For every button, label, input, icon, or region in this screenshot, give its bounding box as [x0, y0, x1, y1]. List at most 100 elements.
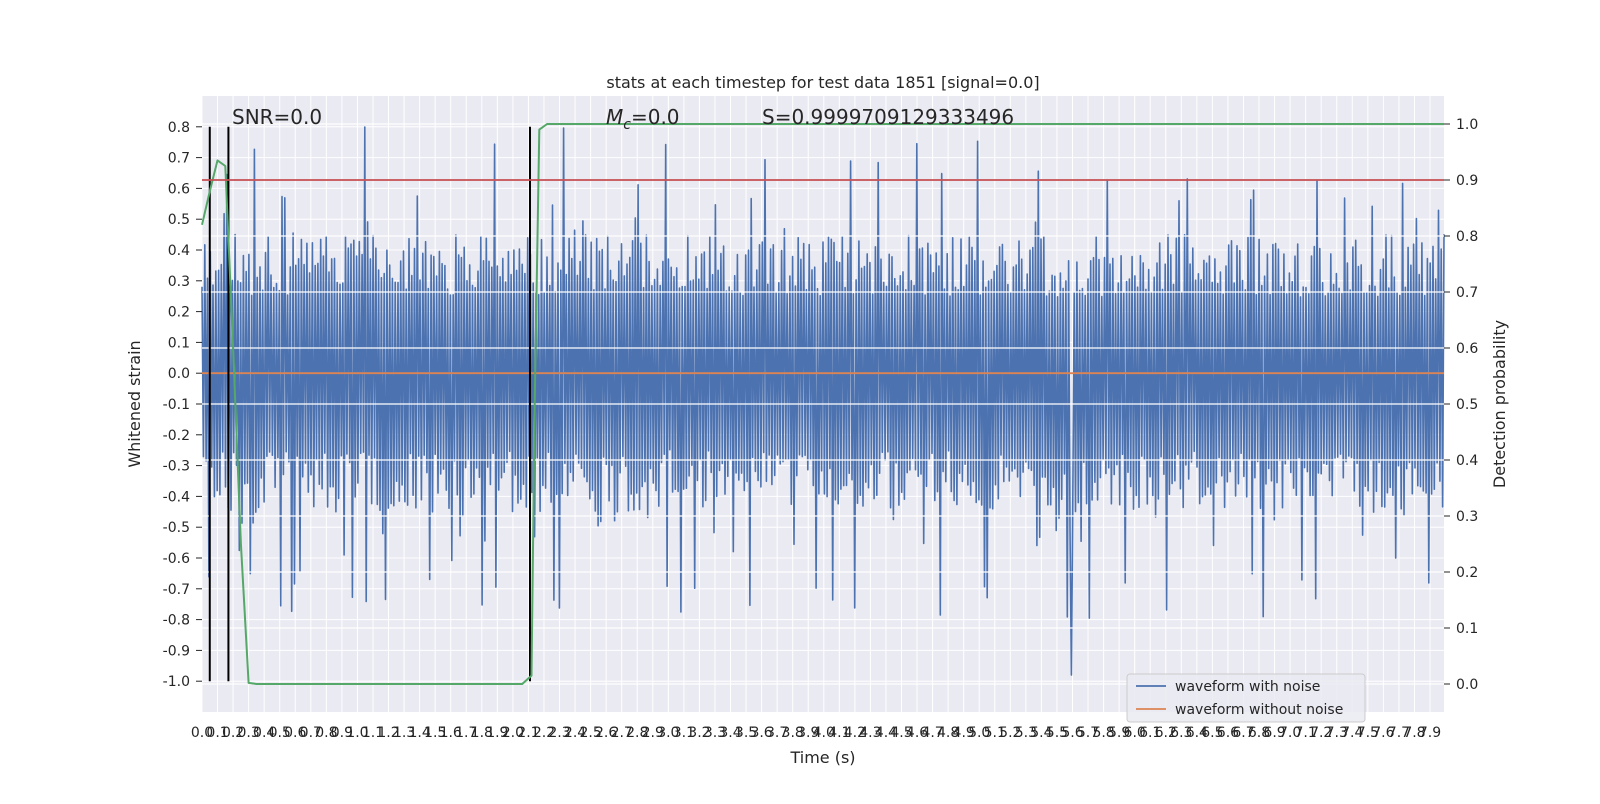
x-tick-label-41: 4.1	[828, 725, 850, 741]
y-right-tick-label-1: 0.9	[1456, 173, 1478, 189]
y-right-tick-label-9: 0.1	[1456, 621, 1478, 637]
x-tick-label-75: 7.5	[1357, 725, 1379, 741]
x-tick-label-39: 3.9	[797, 725, 819, 741]
x-tick-label-5: 0.5	[269, 725, 291, 741]
chart-title: stats at each timestep for test data 185…	[606, 73, 1039, 92]
x-tick-label-78: 7.8	[1403, 725, 1425, 741]
legend: waveform with noise waveform without noi…	[1126, 673, 1366, 723]
x-tick-label-37: 3.7	[766, 725, 788, 741]
x-tick-label-36: 3.6	[750, 725, 772, 741]
y-left-tick-label-3: 0.5	[168, 212, 190, 228]
x-tick-label-23: 2.3	[548, 725, 570, 741]
x-tick-label-49: 4.9	[953, 725, 975, 741]
x-tick-label-17: 1.7	[455, 725, 477, 741]
x-tick-label-32: 3.2	[688, 725, 710, 741]
x-tick-label-57: 5.7	[1077, 725, 1099, 741]
x-tick-label-74: 7.4	[1341, 725, 1363, 741]
x-tick-label-6: 0.6	[284, 725, 306, 741]
x-tick-label-52: 5.2	[999, 725, 1021, 741]
x-tick-label-20: 2.0	[502, 725, 524, 741]
y-axis-right-label: Detection probability	[1490, 320, 1509, 488]
x-tick-label-47: 4.7	[921, 725, 943, 741]
x-tick-label-22: 2.2	[533, 725, 555, 741]
x-tick-label-73: 7.3	[1326, 725, 1348, 741]
x-tick-label-68: 6.8	[1248, 725, 1270, 741]
x-axis-label: Time (s)	[789, 748, 855, 767]
y-axis-left-label: Whitened strain	[125, 340, 144, 467]
y-left-tick-label-18: -1.0	[163, 674, 190, 690]
x-tick-label-10: 1.0	[346, 725, 368, 741]
x-tick-label-7: 0.7	[300, 725, 322, 741]
x-tick-label-29: 2.9	[642, 725, 664, 741]
y-left-tick-label-11: -0.3	[163, 459, 190, 475]
y-right-tick-label-3: 0.7	[1456, 285, 1478, 301]
x-tick-label-67: 6.7	[1232, 725, 1254, 741]
x-tick-label-2: 0.2	[222, 725, 244, 741]
x-tick-label-58: 5.8	[1092, 725, 1114, 741]
x-tick-label-66: 6.6	[1217, 725, 1239, 741]
x-tick-label-55: 5.5	[1046, 725, 1068, 741]
x-tick-label-3: 0.3	[238, 725, 260, 741]
x-tick-label-35: 3.5	[735, 725, 757, 741]
annotation-snr: SNR=0.0	[232, 105, 322, 129]
x-tick-label-33: 3.3	[704, 725, 726, 741]
x-tick-label-16: 1.6	[440, 725, 462, 741]
y-right-tick-label-0: 1.0	[1456, 117, 1478, 133]
x-tick-label-42: 4.2	[844, 725, 866, 741]
annotation-chirp-mass-symbol: M	[606, 105, 623, 129]
legend-frame	[1126, 673, 1366, 723]
x-tick-label-1: 0.1	[206, 725, 228, 741]
y-right-tick-label-7: 0.3	[1456, 509, 1478, 525]
y-right-tick-label-6: 0.4	[1456, 453, 1478, 469]
x-tick-label-50: 5.0	[968, 725, 990, 741]
x-tick-label-43: 4.3	[859, 725, 881, 741]
x-tick-label-54: 5.4	[1030, 725, 1052, 741]
y-left-tick-label-13: -0.5	[163, 520, 190, 536]
y-left-tick-label-6: 0.2	[168, 305, 190, 321]
legend-label-noise: waveform with noise	[1175, 679, 1320, 695]
x-tick-label-27: 2.7	[611, 725, 633, 741]
x-tick-label-61: 6.1	[1139, 725, 1161, 741]
x-tick-label-28: 2.8	[626, 725, 648, 741]
y-left-tick-label-7: 0.1	[168, 335, 190, 351]
annotation-chirp-mass-value: =0.0	[631, 105, 680, 129]
y-left-tick-label-10: -0.2	[163, 428, 190, 444]
y-right-tick-label-2: 0.8	[1456, 229, 1478, 245]
y-left-tick-label-5: 0.3	[168, 274, 190, 290]
x-tick-label-40: 4.0	[813, 725, 835, 741]
x-tick-label-8: 0.8	[315, 725, 337, 741]
detection-probability-line	[201, 123, 1444, 685]
x-tick-label-25: 2.5	[579, 725, 601, 741]
x-tick-label-19: 1.9	[486, 725, 508, 741]
x-tick-label-76: 7.6	[1372, 725, 1394, 741]
y-right-tick-label-5: 0.5	[1456, 397, 1478, 413]
y-left-tick-label-1: 0.7	[168, 151, 190, 167]
y-left-tick-label-2: 0.6	[168, 181, 190, 197]
x-tick-label-34: 3.4	[719, 725, 741, 741]
y-left-tick-label-9: -0.1	[163, 397, 190, 413]
x-tick-label-71: 7.1	[1295, 725, 1317, 741]
y-left-tick-label-8: 0.0	[168, 366, 190, 382]
x-tick-label-63: 6.3	[1170, 725, 1192, 741]
y-left-tick-label-17: -0.9	[163, 643, 190, 659]
y-left-tick-label-12: -0.4	[163, 489, 190, 505]
x-tick-label-44: 4.4	[875, 725, 897, 741]
x-tick-label-48: 4.8	[937, 725, 959, 741]
x-tick-label-59: 5.9	[1108, 725, 1130, 741]
x-tick-label-12: 1.2	[377, 725, 399, 741]
x-tick-label-31: 3.1	[673, 725, 695, 741]
x-tick-label-38: 3.8	[782, 725, 804, 741]
annotation-s: S=0.9999709129333496	[762, 105, 1014, 129]
x-tick-label-0: 0.0	[191, 725, 213, 741]
y-left-tick-label-14: -0.6	[163, 551, 190, 567]
x-tick-label-62: 6.2	[1155, 725, 1177, 741]
x-tick-label-4: 0.4	[253, 725, 275, 741]
x-tick-label-56: 5.6	[1061, 725, 1083, 741]
y-left-tick-label-15: -0.7	[163, 582, 190, 598]
x-tick-label-30: 3.0	[657, 725, 679, 741]
series-detection-probability	[201, 123, 1444, 685]
annotation-chirp-mass-subscript: c	[623, 117, 631, 133]
x-tick-label-15: 1.5	[424, 725, 446, 741]
